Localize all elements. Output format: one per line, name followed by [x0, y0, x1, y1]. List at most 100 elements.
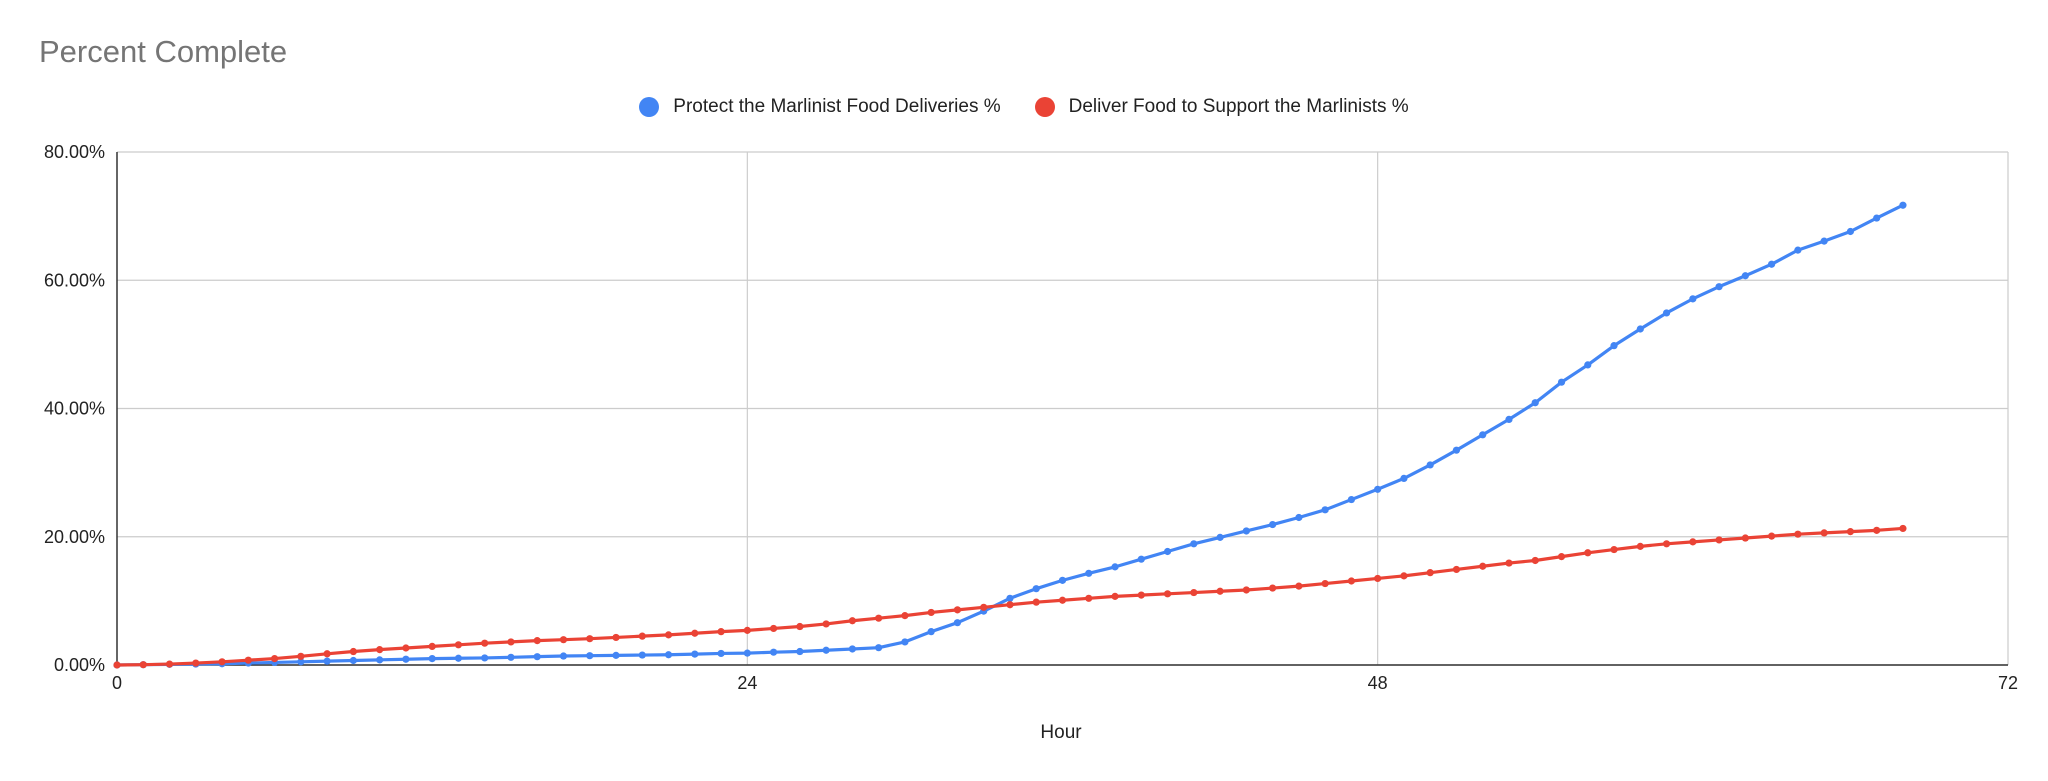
- data-point[interactable]: [1269, 584, 1277, 592]
- data-point[interactable]: [717, 649, 725, 658]
- data-point[interactable]: [1741, 272, 1749, 280]
- data-point[interactable]: [1137, 555, 1145, 563]
- data-point[interactable]: [1347, 495, 1356, 504]
- data-point[interactable]: [1479, 562, 1487, 570]
- data-point[interactable]: [428, 642, 436, 651]
- data-point[interactable]: [1531, 556, 1539, 565]
- data-point[interactable]: [717, 628, 725, 636]
- data-point[interactable]: [822, 620, 830, 628]
- data-point[interactable]: [376, 656, 384, 664]
- data-point[interactable]: [244, 656, 252, 664]
- data-point[interactable]: [612, 651, 620, 659]
- data-point[interactable]: [481, 639, 489, 647]
- data-point[interactable]: [586, 652, 594, 660]
- data-point[interactable]: [1085, 569, 1093, 577]
- data-point[interactable]: [1085, 594, 1093, 602]
- data-point[interactable]: [1873, 526, 1881, 534]
- data-point[interactable]: [349, 647, 357, 656]
- data-point[interactable]: [1505, 415, 1513, 424]
- data-point[interactable]: [1741, 534, 1749, 542]
- data-point[interactable]: [1452, 446, 1461, 454]
- data-point[interactable]: [1242, 586, 1250, 594]
- data-point[interactable]: [297, 658, 305, 666]
- data-point[interactable]: [1111, 563, 1119, 571]
- data-point[interactable]: [165, 660, 174, 668]
- data-point[interactable]: [1295, 513, 1303, 522]
- data-point[interactable]: [1557, 378, 1566, 386]
- data-point[interactable]: [1137, 591, 1145, 599]
- data-point[interactable]: [1662, 309, 1671, 317]
- data-point[interactable]: [1820, 529, 1828, 537]
- data-point[interactable]: [559, 652, 568, 660]
- data-point[interactable]: [192, 659, 200, 667]
- data-point[interactable]: [1426, 461, 1434, 469]
- data-point[interactable]: [1768, 260, 1776, 268]
- data-point[interactable]: [402, 644, 410, 652]
- data-point[interactable]: [927, 628, 935, 636]
- data-point[interactable]: [428, 654, 436, 663]
- data-point[interactable]: [1873, 214, 1881, 222]
- data-point[interactable]: [796, 647, 804, 656]
- legend-item-protect[interactable]: Protect the Marlinist Food Deliveries %: [639, 96, 1001, 118]
- data-point[interactable]: [1689, 538, 1697, 546]
- data-point[interactable]: [218, 658, 226, 666]
- data-point[interactable]: [402, 655, 410, 663]
- data-point[interactable]: [1163, 590, 1172, 598]
- data-point[interactable]: [507, 653, 515, 661]
- data-point[interactable]: [1610, 342, 1618, 350]
- data-point[interactable]: [1190, 588, 1198, 597]
- data-point[interactable]: [980, 603, 988, 611]
- data-point[interactable]: [1636, 542, 1644, 550]
- data-point[interactable]: [901, 638, 909, 646]
- data-point[interactable]: [297, 652, 305, 660]
- data-point[interactable]: [1610, 545, 1618, 554]
- data-point[interactable]: [1163, 547, 1172, 556]
- data-point[interactable]: [612, 633, 620, 642]
- data-point[interactable]: [1715, 536, 1723, 544]
- data-point[interactable]: [1584, 361, 1592, 369]
- data-point[interactable]: [743, 649, 751, 657]
- data-point[interactable]: [664, 631, 673, 639]
- data-point[interactable]: [1452, 565, 1461, 574]
- data-point[interactable]: [1820, 237, 1828, 245]
- data-point[interactable]: [638, 651, 646, 659]
- data-point[interactable]: [1768, 532, 1776, 540]
- data-point[interactable]: [533, 637, 541, 645]
- data-point[interactable]: [1269, 520, 1277, 529]
- data-point[interactable]: [376, 646, 384, 654]
- data-point[interactable]: [1321, 506, 1329, 514]
- data-point[interactable]: [1400, 572, 1408, 580]
- data-point[interactable]: [691, 629, 699, 637]
- data-point[interactable]: [848, 645, 856, 653]
- data-point[interactable]: [1899, 524, 1907, 533]
- data-point[interactable]: [1846, 227, 1855, 236]
- data-point[interactable]: [481, 654, 489, 662]
- data-point[interactable]: [1689, 295, 1697, 303]
- data-point[interactable]: [1321, 579, 1329, 588]
- legend-item-deliver[interactable]: Deliver Food to Support the Marlinists %: [1034, 96, 1409, 118]
- data-point[interactable]: [1295, 582, 1303, 590]
- data-point[interactable]: [323, 650, 331, 658]
- data-point[interactable]: [691, 650, 699, 658]
- data-point[interactable]: [323, 657, 331, 665]
- data-point[interactable]: [454, 654, 463, 662]
- data-point[interactable]: [1846, 528, 1855, 536]
- data-point[interactable]: [664, 651, 673, 659]
- data-point[interactable]: [349, 656, 357, 665]
- data-point[interactable]: [1557, 553, 1566, 561]
- data-point[interactable]: [1374, 485, 1382, 493]
- data-point[interactable]: [1216, 533, 1224, 541]
- data-point[interactable]: [927, 608, 935, 617]
- data-point[interactable]: [1111, 592, 1119, 600]
- data-point[interactable]: [638, 632, 646, 640]
- data-point[interactable]: [113, 661, 121, 669]
- data-point[interactable]: [875, 614, 883, 622]
- data-point[interactable]: [1794, 246, 1802, 254]
- data-point[interactable]: [270, 654, 279, 663]
- data-point[interactable]: [507, 638, 515, 646]
- data-point[interactable]: [1636, 325, 1644, 333]
- data-point[interactable]: [533, 653, 541, 661]
- data-point[interactable]: [743, 626, 751, 634]
- data-point[interactable]: [953, 619, 962, 627]
- data-point[interactable]: [875, 644, 883, 652]
